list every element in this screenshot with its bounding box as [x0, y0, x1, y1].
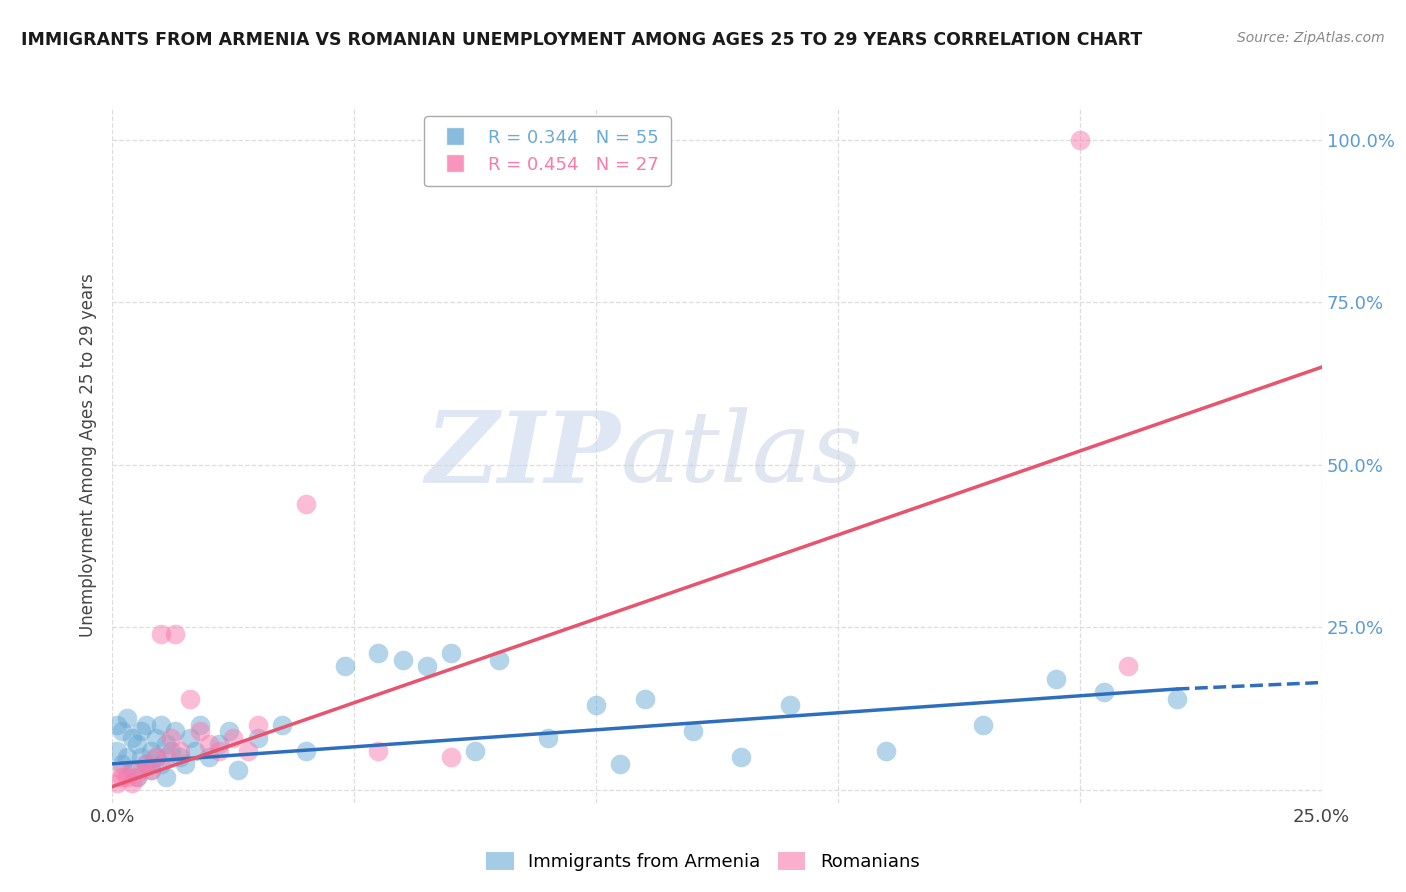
- Point: [730, 750, 752, 764]
- Point: [1092, 685, 1115, 699]
- Point: [149, 718, 172, 732]
- Point: [159, 731, 181, 745]
- Point: [416, 659, 439, 673]
- Point: [208, 744, 231, 758]
- Point: [145, 750, 167, 764]
- Point: [121, 776, 143, 790]
- Point: [169, 744, 191, 758]
- Point: [155, 750, 177, 764]
- Point: [246, 731, 269, 745]
- Point: [179, 731, 201, 745]
- Point: [155, 770, 177, 784]
- Point: [488, 653, 510, 667]
- Point: [295, 497, 318, 511]
- Point: [440, 646, 463, 660]
- Point: [367, 744, 389, 758]
- Point: [226, 764, 249, 778]
- Point: [169, 750, 191, 764]
- Point: [145, 750, 167, 764]
- Point: [198, 750, 221, 764]
- Point: [1069, 132, 1091, 146]
- Point: [1045, 672, 1067, 686]
- Point: [125, 770, 148, 784]
- Point: [131, 724, 153, 739]
- Point: [131, 764, 153, 778]
- Point: [141, 764, 163, 778]
- Point: [1166, 691, 1188, 706]
- Point: [115, 770, 138, 784]
- Point: [135, 718, 157, 732]
- Point: [464, 744, 486, 758]
- Point: [111, 724, 134, 739]
- Point: [111, 764, 134, 778]
- Point: [149, 756, 172, 771]
- Point: [125, 737, 148, 751]
- Point: [165, 626, 187, 640]
- Point: [174, 756, 197, 771]
- Point: [105, 776, 128, 790]
- Point: [537, 731, 560, 745]
- Legend: Immigrants from Armenia, Romanians: Immigrants from Armenia, Romanians: [479, 845, 927, 879]
- Point: [218, 724, 240, 739]
- Point: [682, 724, 704, 739]
- Point: [165, 724, 187, 739]
- Point: [875, 744, 897, 758]
- Point: [391, 653, 413, 667]
- Point: [131, 750, 153, 764]
- Point: [105, 718, 128, 732]
- Point: [141, 764, 163, 778]
- Point: [179, 691, 201, 706]
- Point: [115, 750, 138, 764]
- Point: [333, 659, 356, 673]
- Point: [609, 756, 631, 771]
- Point: [159, 744, 181, 758]
- Point: [111, 756, 134, 771]
- Point: [779, 698, 801, 713]
- Point: [198, 737, 221, 751]
- Text: Source: ZipAtlas.com: Source: ZipAtlas.com: [1237, 31, 1385, 45]
- Point: [115, 711, 138, 725]
- Y-axis label: Unemployment Among Ages 25 to 29 years: Unemployment Among Ages 25 to 29 years: [79, 273, 97, 637]
- Point: [149, 626, 172, 640]
- Point: [111, 770, 134, 784]
- Point: [145, 731, 167, 745]
- Point: [141, 744, 163, 758]
- Point: [121, 731, 143, 745]
- Point: [135, 756, 157, 771]
- Point: [155, 737, 177, 751]
- Point: [367, 646, 389, 660]
- Point: [1116, 659, 1139, 673]
- Point: [208, 737, 231, 751]
- Point: [105, 744, 128, 758]
- Text: ZIP: ZIP: [426, 407, 620, 503]
- Legend: R = 0.344   N = 55, R = 0.454   N = 27: R = 0.344 N = 55, R = 0.454 N = 27: [425, 116, 671, 186]
- Point: [585, 698, 607, 713]
- Point: [135, 756, 157, 771]
- Point: [183, 744, 205, 758]
- Point: [188, 724, 211, 739]
- Point: [246, 718, 269, 732]
- Point: [236, 744, 259, 758]
- Point: [121, 764, 143, 778]
- Text: atlas: atlas: [620, 408, 863, 502]
- Point: [295, 744, 318, 758]
- Text: IMMIGRANTS FROM ARMENIA VS ROMANIAN UNEMPLOYMENT AMONG AGES 25 TO 29 YEARS CORRE: IMMIGRANTS FROM ARMENIA VS ROMANIAN UNEM…: [21, 31, 1142, 49]
- Point: [222, 731, 245, 745]
- Point: [188, 718, 211, 732]
- Point: [633, 691, 655, 706]
- Point: [125, 770, 148, 784]
- Point: [270, 718, 292, 732]
- Point: [972, 718, 994, 732]
- Point: [440, 750, 463, 764]
